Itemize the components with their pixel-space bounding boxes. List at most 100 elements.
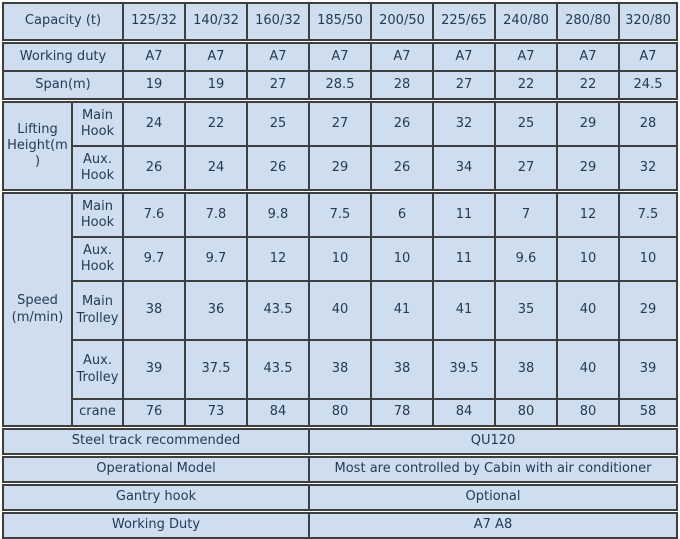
table-cell: A7 [246, 42, 310, 72]
table-cell: 28.5 [308, 70, 372, 100]
table-cell: 26 [370, 101, 434, 147]
row-label: Working duty [2, 42, 124, 72]
table-cell: 39 [122, 339, 186, 400]
table-cell: 10 [618, 236, 678, 282]
table-row: Span(m) 19 19 27 28.5 28 27 22 22 24.5 [2, 70, 678, 100]
table-cell: 29 [308, 145, 372, 191]
table-cell: 58 [618, 398, 678, 427]
table-cell: 34 [432, 145, 496, 191]
row-label: Aux. Trolley [71, 339, 124, 400]
table-cell: 10 [308, 236, 372, 282]
table-cell: 7.5 [618, 192, 678, 238]
table-cell: 39 [618, 339, 678, 400]
table-cell: 25 [246, 101, 310, 147]
table-cell: 80 [556, 398, 620, 427]
table-row: Gantry hook Optional [2, 484, 678, 511]
capacity-label-cell: Capacity (t) [2, 2, 124, 41]
table-cell: 73 [184, 398, 248, 427]
row-label: crane [71, 398, 124, 427]
table-cell: 26 [370, 145, 434, 191]
table-cell: 27 [308, 101, 372, 147]
table-cell: 12 [556, 192, 620, 238]
table-cell: 28 [370, 70, 434, 100]
table-cell: 40 [308, 280, 372, 341]
table-row: Working duty A7 A7 A7 A7 A7 A7 A7 A7 A7 [2, 42, 678, 72]
footer-label: Gantry hook [2, 484, 310, 511]
table-cell: 22 [556, 70, 620, 100]
table-cell: A7 [494, 42, 558, 72]
speed-table: Speed (m/min) Main Hook 7.6 7.8 9.8 7.5 … [2, 192, 678, 427]
table-row: Aux. Trolley 39 37.5 43.5 38 38 39.5 38 … [3, 339, 678, 400]
row-label: Aux. Hook [71, 145, 124, 191]
table-cell: A7 [184, 42, 248, 72]
table-cell: 19 [122, 70, 186, 100]
table-cell: A7 [370, 42, 434, 72]
column-header: 185/50 [308, 2, 372, 41]
table-cell: 76 [122, 398, 186, 427]
table-cell: 37.5 [184, 339, 248, 400]
row-label: Aux. Hook [71, 236, 124, 282]
table-cell: 19 [184, 70, 248, 100]
table-cell: 27 [494, 145, 558, 191]
table-row: Lifting Height(m) Main Hook 24 22 25 27 … [2, 101, 678, 191]
column-header: 320/80 [618, 2, 678, 41]
table-cell: 43.5 [246, 280, 310, 341]
table-cell: 38 [122, 280, 186, 341]
table-cell: 43.5 [246, 339, 310, 400]
row-label: Span(m) [2, 70, 124, 100]
column-header: 140/32 [184, 2, 248, 41]
table-cell: 7.6 [122, 192, 186, 238]
row-label: Main Hook [71, 192, 124, 238]
table-cell: 78 [370, 398, 434, 427]
footer-row-operational-model: Operational Model Most are controlled by… [2, 456, 678, 483]
table-cell: 29 [618, 280, 678, 341]
table-cell: 24 [122, 101, 186, 147]
table-cell: 40 [556, 339, 620, 400]
table-cell: 39.5 [432, 339, 496, 400]
footer-value: Optional [308, 484, 678, 511]
table-cell: 27 [246, 70, 310, 100]
table-cell: 32 [432, 101, 496, 147]
table-cell: 6 [370, 192, 434, 238]
lifting-height-table: Lifting Height(m) Main Hook 24 22 25 27 … [2, 101, 678, 191]
table-cell: 9.6 [494, 236, 558, 282]
table-cell: 25 [494, 101, 558, 147]
table-cell: 7.5 [308, 192, 372, 238]
table-cell: 32 [618, 145, 678, 191]
table-cell: 38 [494, 339, 558, 400]
table-row: Aux. Hook 26 24 26 29 26 34 27 29 32 [3, 145, 678, 191]
table-cell: A7 [122, 42, 186, 72]
table-cell: 36 [184, 280, 248, 341]
column-header: 240/80 [494, 2, 558, 41]
table-cell: 27 [432, 70, 496, 100]
table-cell: 28 [618, 101, 678, 147]
table-cell: 84 [432, 398, 496, 427]
table-cell: A7 [308, 42, 372, 72]
column-header: 225/65 [432, 2, 496, 41]
table-cell: 11 [432, 192, 496, 238]
table-cell: 40 [556, 280, 620, 341]
row-label: Main Hook [71, 101, 124, 147]
table-cell: 26 [122, 145, 186, 191]
table-cell: 26 [246, 145, 310, 191]
table-row: Capacity (t) 125/32 140/32 160/32 185/50… [2, 2, 678, 41]
table-row: Operational Model Most are controlled by… [2, 456, 678, 483]
table-cell: A7 [432, 42, 496, 72]
table-row: crane 76 73 84 80 78 84 80 80 58 [3, 398, 678, 427]
table-cell: A7 [618, 42, 678, 72]
row-label: Main Trolley [71, 280, 124, 341]
footer-label: Steel track recommended [2, 428, 310, 455]
table-cell: 10 [370, 236, 434, 282]
table-cell: 41 [370, 280, 434, 341]
table-cell: 7 [494, 192, 558, 238]
table-cell: 35 [494, 280, 558, 341]
table-cell: A7 [556, 42, 620, 72]
table-cell: 24.5 [618, 70, 678, 100]
footer-row-working-duty: Working Duty A7 A8 [2, 512, 678, 539]
table-row: Working Duty A7 A8 [2, 512, 678, 539]
capacity-header-table: Capacity (t) 125/32 140/32 160/32 185/50… [2, 2, 678, 41]
table-cell: 12 [246, 236, 310, 282]
footer-label: Operational Model [2, 456, 310, 483]
group-label: Lifting Height(m) [2, 101, 73, 191]
table-cell: 80 [494, 398, 558, 427]
